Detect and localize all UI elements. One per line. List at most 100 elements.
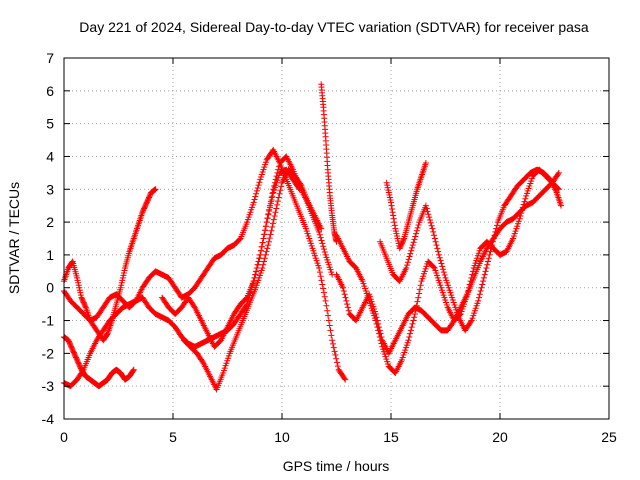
data-point [478, 284, 485, 291]
data-point [321, 249, 328, 256]
data-point [422, 202, 429, 209]
data-point [438, 260, 445, 267]
data-point [424, 208, 431, 215]
data-point [262, 227, 269, 234]
data-point [390, 212, 397, 219]
data-point [318, 225, 325, 232]
data-point [411, 310, 418, 317]
data-point [255, 258, 262, 265]
data-point [476, 291, 483, 298]
data-point [428, 222, 435, 229]
data-point [555, 171, 562, 178]
data-point [516, 215, 523, 222]
data-point [477, 288, 484, 295]
data-point [342, 376, 349, 383]
data-point [340, 284, 347, 291]
data-point [320, 289, 327, 296]
data-point [261, 255, 268, 262]
data-point [406, 253, 413, 260]
data-point [69, 259, 76, 266]
plot-frame [63, 57, 610, 420]
data-point [274, 169, 281, 176]
data-point [253, 187, 260, 194]
data-point [251, 196, 258, 203]
data-point [413, 230, 420, 237]
x-tick-label: 10 [274, 429, 290, 445]
data-point [260, 235, 267, 242]
data-point [391, 219, 398, 226]
data-point [276, 190, 283, 197]
data-point [410, 239, 417, 246]
data-point [430, 264, 437, 271]
data-point [325, 312, 332, 319]
data-point [333, 355, 340, 362]
data-point [324, 307, 331, 314]
y-tick-label: 1 [46, 247, 54, 263]
data-point [470, 268, 477, 275]
data-point [492, 228, 499, 235]
data-point [406, 333, 413, 340]
data-point [270, 216, 277, 223]
data-point [152, 186, 159, 193]
data-point [253, 265, 260, 272]
data-point [341, 375, 348, 382]
data-point [262, 223, 269, 230]
data-point [271, 182, 278, 189]
data-point [374, 324, 381, 331]
data-point [493, 225, 500, 232]
data-point [250, 199, 257, 206]
data-point [256, 179, 263, 186]
data-point [318, 277, 325, 284]
data-point [414, 224, 421, 231]
series-7 [333, 169, 562, 357]
data-point [266, 206, 273, 213]
data-point [430, 228, 437, 235]
data-point [491, 232, 498, 239]
data-point [489, 238, 496, 245]
data-point [416, 286, 423, 293]
data-point [405, 337, 412, 344]
y-tick-label: 4 [46, 148, 54, 164]
data-point [403, 265, 410, 272]
series-5 [180, 166, 325, 393]
data-point [263, 219, 270, 226]
data-point [558, 202, 565, 209]
data-point [259, 239, 266, 246]
data-point [481, 271, 488, 278]
data-point [486, 251, 493, 258]
data-point [375, 327, 382, 334]
data-point [317, 234, 324, 241]
data-point [257, 251, 264, 258]
data-point [321, 293, 328, 300]
series-2 [61, 146, 349, 383]
data-point [388, 199, 394, 206]
data-point [480, 274, 487, 281]
data-point [258, 243, 265, 250]
data-point [519, 204, 526, 211]
data-point [441, 272, 448, 279]
x-tick-label: 5 [169, 429, 177, 445]
series-1 [61, 333, 137, 390]
data-point [426, 214, 433, 221]
data-point [326, 322, 333, 329]
data-point [429, 225, 436, 232]
data-marks [61, 81, 565, 393]
data-point [261, 231, 268, 238]
data-point [329, 340, 336, 347]
data-point [408, 247, 415, 254]
y-tick-label: 0 [46, 280, 54, 296]
data-point [413, 227, 420, 234]
y-axis-label: SDTVAR / TECUs [6, 182, 22, 294]
data-point [432, 238, 439, 245]
data-point [252, 271, 259, 278]
data-point [318, 237, 325, 244]
data-point [466, 281, 473, 288]
data-point [434, 245, 441, 252]
data-point [332, 352, 339, 359]
series-0 [61, 186, 159, 344]
data-point [376, 330, 383, 337]
data-point [269, 190, 276, 197]
data-point [480, 278, 487, 285]
data-point [316, 265, 323, 272]
data-point [467, 318, 474, 325]
